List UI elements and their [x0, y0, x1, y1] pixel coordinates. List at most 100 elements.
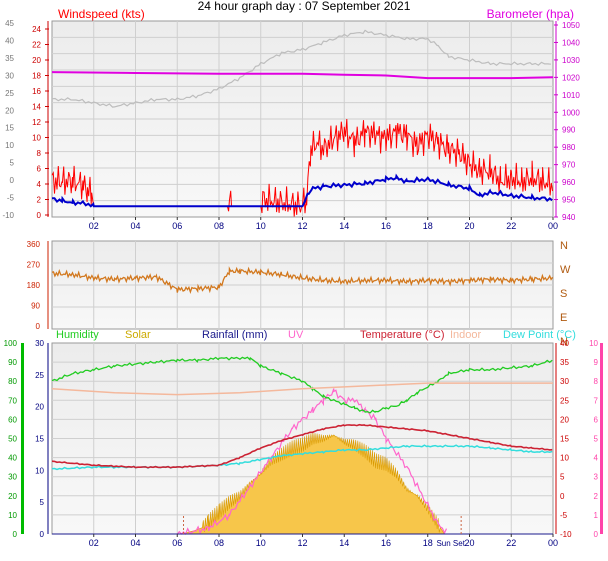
temperature-tick-label: 25 [560, 396, 569, 405]
baro-right-tick-label: 990 [562, 126, 576, 135]
temperature-tick-label: 5 [560, 473, 565, 482]
wind-outer-tick-label: -5 [7, 194, 15, 203]
humidity-tick-label: 80 [8, 377, 17, 386]
direction-left-tick-label: 270 [27, 261, 41, 270]
wind-left-tick-label: 0 [37, 211, 42, 220]
wind-panel-xtick-label: 08 [214, 221, 224, 231]
climate-panel-xtick-label: 00 [548, 538, 558, 548]
wind-outer-tick-label: -10 [2, 211, 14, 220]
humidity-axis-bar [21, 343, 24, 534]
humidity-tick-label: 0 [13, 530, 18, 539]
baro-right-tick-label: 940 [562, 213, 576, 222]
direction-compass-label: N [560, 240, 568, 252]
wind-outer-tick-label: 10 [5, 141, 14, 150]
wind-direction-series [51, 266, 554, 295]
uv-tick-label: 5 [594, 435, 599, 444]
rain-tick-label: 25 [35, 371, 44, 380]
humidity-tick-label: 100 [4, 339, 18, 348]
uv-tick-label: 4 [594, 454, 599, 463]
wind-outer-tick-label: 5 [10, 159, 15, 168]
wind-left-tick-label: 20 [32, 56, 41, 65]
uv-tick-label: 3 [594, 473, 599, 482]
rain-tick-label: 10 [35, 466, 44, 475]
wind-panel-xtick-label: 04 [130, 221, 140, 231]
direction-left-tick-label: 90 [31, 302, 40, 311]
wind-left-tick-label: 10 [32, 134, 41, 143]
wind-left-tick-label: 4 [37, 180, 42, 189]
climate-panel-xtick-label: 04 [130, 538, 140, 548]
temperature-tick-label: 20 [560, 415, 569, 424]
wind-outer-tick-label: 45 [5, 19, 14, 28]
direction-left-tick-label: 0 [36, 322, 41, 331]
direction-left-tick-label: 180 [27, 281, 41, 290]
climate-panel-xtick-label: 22 [506, 538, 516, 548]
direction-compass-label: E [560, 312, 567, 324]
baro-right-tick-label: 970 [562, 161, 576, 170]
wind-outer-tick-label: 0 [10, 176, 15, 185]
temperature-tick-label: 35 [560, 358, 569, 367]
uv-tick-label: 6 [594, 415, 599, 424]
wind-left-tick-label: 6 [37, 165, 42, 174]
baro-right-tick-label: 1020 [562, 73, 580, 82]
climate-panel-xtick-label: 06 [172, 538, 182, 548]
climate-legend-label: Indoor [450, 329, 482, 341]
wind-left-tick-label: 22 [32, 41, 41, 50]
wind-panel-xtick-label: 02 [89, 221, 99, 231]
humidity-series [51, 356, 553, 414]
direction-left-tick-label: 360 [27, 240, 41, 249]
baro-right-tick-label: 1030 [562, 56, 580, 65]
direction-compass-label: S [560, 288, 567, 300]
temperature-tick-label: 30 [560, 377, 569, 386]
humidity-tick-label: 50 [8, 435, 17, 444]
uv-tick-label: 7 [594, 396, 599, 405]
indoor-temperature-series [51, 382, 553, 396]
wind-outer-tick-label: 25 [5, 89, 14, 98]
gust-max-series [51, 29, 551, 108]
baro-right-tick-label: 1010 [562, 91, 580, 100]
wind-average-series [52, 173, 553, 208]
wind-outer-tick-label: 30 [5, 71, 14, 80]
windspeed-label: Windspeed (kts) [58, 7, 145, 21]
wind-panel-xtick-label: 20 [464, 221, 474, 231]
wind-left-tick-label: 24 [32, 25, 41, 34]
wind-left-tick-label: 12 [32, 118, 41, 127]
barometer-series [51, 71, 554, 80]
direction-compass-label: W [560, 264, 571, 276]
uv-tick-label: 9 [594, 358, 599, 367]
temperature-tick-label: -10 [560, 530, 572, 539]
rain-tick-label: 15 [35, 435, 44, 444]
climate-panel-xtick-label: 12 [297, 538, 307, 548]
climate-legend-label: Humidity [56, 329, 99, 341]
climate-panel-xtick-label: 10 [256, 538, 266, 548]
climate-legend-label: Dew Point (°C) [503, 329, 576, 341]
wind-panel-xtick-label: 06 [172, 221, 182, 231]
climate-panel-xtick-label: 02 [89, 538, 99, 548]
humidity-tick-label: 90 [8, 358, 17, 367]
climate-legend-label: Rainfall (mm) [202, 329, 267, 341]
humidity-tick-label: 10 [8, 511, 17, 520]
humidity-tick-label: 30 [8, 473, 17, 482]
uv-tick-label: 8 [594, 377, 599, 386]
climate-panel-xtick-label: 20 [464, 538, 474, 548]
wind-panel-xtick-label: 12 [297, 221, 307, 231]
sunset-annotation: Sun Set [436, 539, 465, 548]
temperature-tick-label: -5 [560, 511, 568, 520]
uv-tick-label: 0 [594, 530, 599, 539]
barometer-label: Barometer (hpa) [487, 7, 574, 21]
humidity-tick-label: 60 [8, 415, 17, 424]
wind-left-tick-label: 8 [37, 149, 42, 158]
climate-panel-xtick-label: 16 [381, 538, 391, 548]
wind-panel-xtick-label: 18 [423, 221, 433, 231]
wind-panel-xtick-label: 10 [256, 221, 266, 231]
wind-panel-xtick-label: 14 [339, 221, 349, 231]
wind-panel-xtick-label: 22 [506, 221, 516, 231]
uv-axis-bar [600, 343, 603, 534]
climate-panel-xtick-label: 14 [339, 538, 349, 548]
direction-compass-label: N [560, 336, 568, 348]
climate-legend-label: Temperature (°C) [360, 329, 444, 341]
wind-left-tick-label: 18 [32, 72, 41, 81]
solar-series [181, 432, 445, 535]
uv-series [176, 388, 448, 536]
temperature-tick-label: 40 [560, 339, 569, 348]
